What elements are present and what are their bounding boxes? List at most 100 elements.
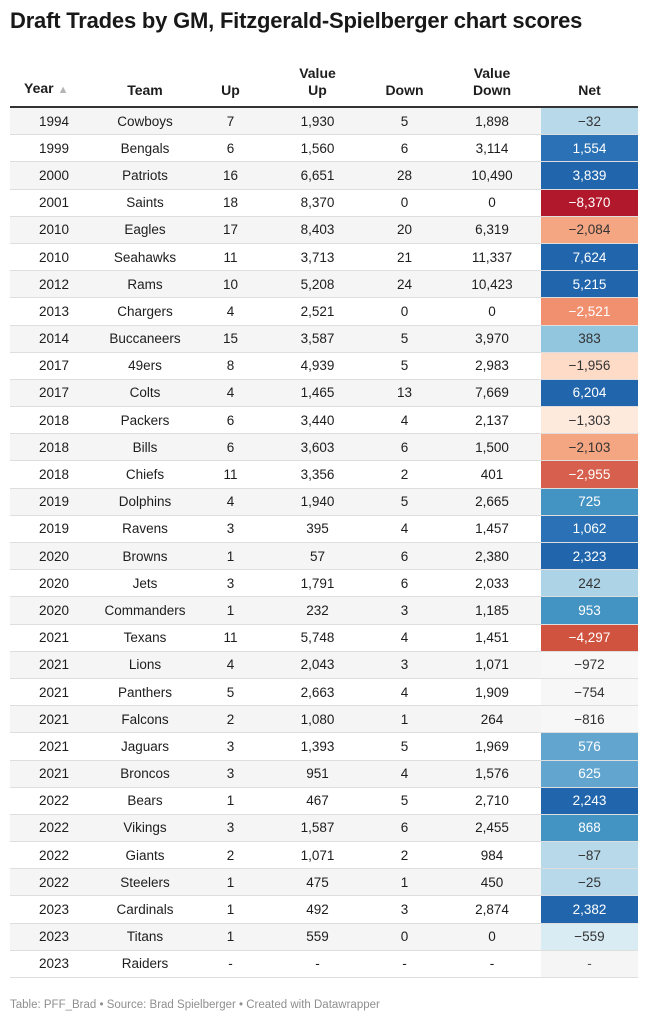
table-row: 2017 49ers 8 4,939 5 2,983 −1,956 bbox=[10, 352, 638, 380]
cell-down: 2 bbox=[366, 460, 443, 489]
cell-up: 11 bbox=[192, 243, 269, 272]
table-row: 2000 Patriots 16 6,651 28 10,490 3,839 bbox=[10, 161, 638, 190]
cell-net: −2,084 bbox=[541, 216, 638, 244]
table-row: 2021 Falcons 2 1,080 1 264 −816 bbox=[10, 705, 638, 734]
cell-year: 2018 bbox=[10, 460, 98, 489]
source-footer: Table: PFF_Brad • Source: Brad Spielberg… bbox=[10, 999, 380, 1011]
cell-value-up: 8,370 bbox=[269, 189, 366, 217]
cell-value-down: 450 bbox=[443, 868, 541, 897]
cell-team: Steelers bbox=[98, 868, 192, 897]
cell-team: Commanders bbox=[98, 596, 192, 625]
cell-team: Titans bbox=[98, 923, 192, 951]
table-row: 2020 Commanders 1 232 3 1,185 953 bbox=[10, 596, 638, 625]
cell-up: 3 bbox=[192, 732, 269, 761]
column-header-up[interactable]: Up bbox=[192, 62, 269, 108]
table-row: 2019 Dolphins 4 1,940 5 2,665 725 bbox=[10, 488, 638, 516]
cell-team: Saints bbox=[98, 189, 192, 217]
cell-team: Bengals bbox=[98, 134, 192, 163]
table-row: 2021 Texans 11 5,748 4 1,451 −4,297 bbox=[10, 624, 638, 652]
cell-year: 2017 bbox=[10, 379, 98, 408]
cell-up: 1 bbox=[192, 787, 269, 815]
sort-ascending-icon[interactable]: ▲ bbox=[57, 84, 69, 96]
cell-team: Chiefs bbox=[98, 460, 192, 489]
cell-value-down: 6,319 bbox=[443, 216, 541, 244]
cell-team: Cowboys bbox=[98, 107, 192, 136]
cell-value-up: 475 bbox=[269, 868, 366, 897]
table-row: 2018 Chiefs 11 3,356 2 401 −2,955 bbox=[10, 460, 638, 489]
cell-net: 3,839 bbox=[541, 161, 638, 190]
cell-value-down: 2,033 bbox=[443, 569, 541, 598]
cell-up: 5 bbox=[192, 678, 269, 707]
table-row: 1994 Cowboys 7 1,930 5 1,898 −32 bbox=[10, 107, 638, 136]
cell-team: Lions bbox=[98, 651, 192, 679]
table-row: 2018 Bills 6 3,603 6 1,500 −2,103 bbox=[10, 433, 638, 462]
cell-team: Bears bbox=[98, 787, 192, 815]
cell-year: 2018 bbox=[10, 433, 98, 462]
cell-value-down: 10,490 bbox=[443, 161, 541, 190]
cell-net: −1,303 bbox=[541, 406, 638, 435]
cell-net: −816 bbox=[541, 705, 638, 734]
cell-value-up: 1,587 bbox=[269, 814, 366, 843]
cell-up: 3 bbox=[192, 515, 269, 544]
cell-net: −972 bbox=[541, 651, 638, 679]
cell-net: −2,103 bbox=[541, 433, 638, 462]
cell-value-down: 1,457 bbox=[443, 515, 541, 544]
header-row: Year ▲ Team Up Value Up Down Value Down Net bbox=[10, 62, 638, 108]
cell-down: 21 bbox=[366, 243, 443, 272]
cell-up: 6 bbox=[192, 433, 269, 462]
column-header-down[interactable]: Down bbox=[366, 62, 443, 108]
cell-value-down: 3,970 bbox=[443, 325, 541, 353]
cell-net: −87 bbox=[541, 841, 638, 870]
column-header-value-down[interactable]: Value Down bbox=[443, 62, 541, 108]
cell-year: 1999 bbox=[10, 134, 98, 163]
cell-value-up: 1,560 bbox=[269, 134, 366, 163]
cell-value-down: 2,455 bbox=[443, 814, 541, 843]
cell-value-up: 3,587 bbox=[269, 325, 366, 353]
cell-team: Eagles bbox=[98, 216, 192, 244]
column-header-year[interactable]: Year ▲ bbox=[10, 62, 98, 108]
cell-down: 6 bbox=[366, 134, 443, 163]
cell-down: 4 bbox=[366, 515, 443, 544]
cell-net: 625 bbox=[541, 760, 638, 788]
cell-year: 2021 bbox=[10, 678, 98, 707]
cell-up: 10 bbox=[192, 270, 269, 299]
cell-team: Jets bbox=[98, 569, 192, 598]
table-row: 2021 Lions 4 2,043 3 1,071 −972 bbox=[10, 651, 638, 679]
cell-net: 1,554 bbox=[541, 134, 638, 163]
cell-value-up: 467 bbox=[269, 787, 366, 815]
cell-team: 49ers bbox=[98, 352, 192, 380]
table-row: 2017 Colts 4 1,465 13 7,669 6,204 bbox=[10, 379, 638, 408]
cell-down: 5 bbox=[366, 352, 443, 380]
cell-net: 725 bbox=[541, 488, 638, 516]
cell-value-up: 395 bbox=[269, 515, 366, 544]
table-row: 2001 Saints 18 8,370 0 0 −8,370 bbox=[10, 189, 638, 217]
cell-up: - bbox=[192, 950, 269, 979]
cell-year: 2020 bbox=[10, 596, 98, 625]
cell-team: Vikings bbox=[98, 814, 192, 843]
table-row: 2010 Eagles 17 8,403 20 6,319 −2,084 bbox=[10, 216, 638, 244]
cell-year: 2018 bbox=[10, 406, 98, 435]
column-header-team[interactable]: Team bbox=[98, 62, 192, 108]
cell-up: 1 bbox=[192, 596, 269, 625]
cell-up: 15 bbox=[192, 325, 269, 353]
cell-team: Seahawks bbox=[98, 243, 192, 272]
cell-net: 576 bbox=[541, 732, 638, 761]
cell-net: 383 bbox=[541, 325, 638, 353]
cell-value-down: - bbox=[443, 950, 541, 979]
cell-value-up: 5,748 bbox=[269, 624, 366, 652]
cell-value-down: 2,137 bbox=[443, 406, 541, 435]
cell-value-down: 1,451 bbox=[443, 624, 541, 652]
cell-value-up: 1,071 bbox=[269, 841, 366, 870]
cell-down: 20 bbox=[366, 216, 443, 244]
cell-year: 2023 bbox=[10, 950, 98, 979]
cell-team: Dolphins bbox=[98, 488, 192, 516]
table-row: 2013 Chargers 4 2,521 0 0 −2,521 bbox=[10, 297, 638, 326]
column-header-value-up[interactable]: Value Up bbox=[269, 62, 366, 108]
cell-value-down: 0 bbox=[443, 923, 541, 951]
cell-year: 2010 bbox=[10, 243, 98, 272]
cell-value-up: 1,080 bbox=[269, 705, 366, 734]
column-header-net[interactable]: Net bbox=[541, 62, 638, 108]
cell-value-down: 7,669 bbox=[443, 379, 541, 408]
cell-value-down: 2,380 bbox=[443, 542, 541, 571]
cell-team: Patriots bbox=[98, 161, 192, 190]
